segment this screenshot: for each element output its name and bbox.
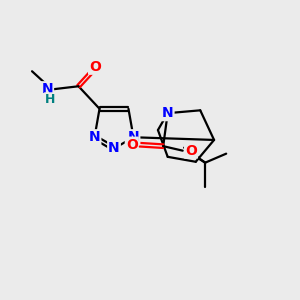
- Text: O: O: [185, 144, 197, 158]
- Text: N: N: [41, 82, 53, 96]
- Text: O: O: [89, 60, 101, 74]
- Text: H: H: [45, 93, 55, 106]
- Text: N: N: [108, 142, 120, 155]
- Text: O: O: [126, 138, 138, 152]
- Text: N: N: [89, 130, 100, 144]
- Text: N: N: [162, 106, 173, 120]
- Text: N: N: [128, 130, 139, 144]
